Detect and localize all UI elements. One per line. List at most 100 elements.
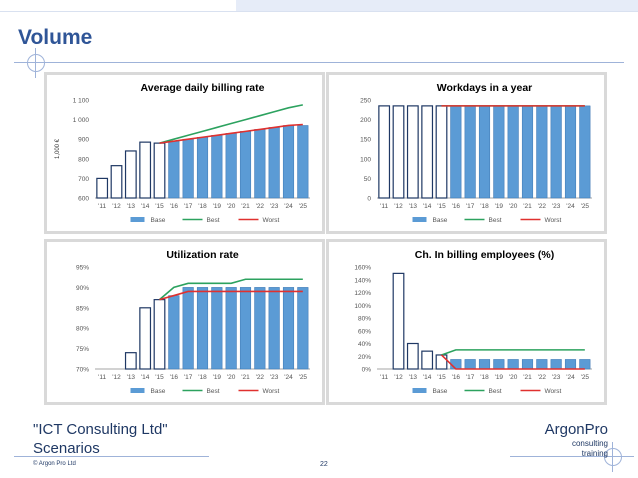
x-tick-label: '11: [98, 374, 106, 381]
x-tick-label: '24: [284, 374, 293, 381]
bar: [282, 287, 295, 370]
y-axis-label: 1,000 €: [55, 138, 61, 159]
bar: [110, 165, 123, 199]
bar: [536, 105, 548, 199]
line-best: [159, 104, 303, 144]
y-tick-label: 700: [78, 176, 89, 183]
bar: [168, 140, 180, 199]
x-tick-label: '18: [480, 203, 489, 210]
x-tick-label: '17: [466, 374, 475, 381]
bar: [521, 359, 534, 370]
x-tick-label: '13: [409, 203, 418, 210]
bar: [507, 105, 519, 199]
y-tick-label: 80%: [76, 326, 89, 333]
bar: [478, 359, 491, 370]
bar: [507, 359, 519, 370]
top-band: [236, 0, 638, 11]
x-tick-label: '17: [184, 203, 193, 210]
copyright: © Argon Pro Ltd: [33, 461, 76, 467]
bar: [450, 359, 462, 370]
bar: [182, 138, 194, 199]
bar: [168, 295, 180, 370]
line-best: [441, 349, 585, 356]
x-tick-label: '12: [394, 374, 403, 381]
x-tick-label: '22: [538, 374, 547, 381]
brand-line-consulting: consulting: [571, 439, 608, 448]
bar: [124, 150, 137, 199]
bar: [450, 105, 462, 199]
y-tick-label: 150: [360, 137, 371, 144]
x-tick-label: '12: [112, 203, 121, 210]
legend-label-base: Base: [151, 217, 166, 224]
x-tick-label: '17: [466, 203, 475, 210]
y-tick-label: 800: [78, 156, 89, 163]
chart-title: Workdays in a year: [437, 82, 533, 94]
legend-swatch-base: [130, 388, 145, 393]
bar: [254, 287, 266, 370]
x-tick-label: '21: [523, 374, 532, 381]
x-tick-label: '22: [256, 203, 265, 210]
header-crosshair-circle: [27, 54, 45, 72]
legend-swatch-base: [412, 217, 427, 222]
bar: [550, 359, 562, 370]
legend-label-best: Best: [489, 217, 502, 224]
bar: [225, 133, 237, 199]
x-tick-label: '23: [552, 203, 561, 210]
billing-employees-chart: Ch. In billing employees (%) 0% 20% 40% 60% 8…: [329, 242, 604, 402]
bar: [211, 287, 223, 370]
x-tick-label: '25: [581, 374, 590, 381]
bar: [196, 287, 209, 370]
y-tick-label: 80%: [358, 316, 371, 323]
brand-name: ArgonPro: [544, 421, 608, 438]
x-tick-label: '13: [127, 374, 136, 381]
x-tick-label: '19: [495, 203, 504, 210]
x-tick-label: '21: [241, 374, 250, 381]
y-tick-label: 250: [360, 98, 371, 105]
footer-caption: "ICT Consulting Ltd" Scenarios: [33, 420, 168, 458]
bar: [464, 359, 476, 370]
bar: [493, 359, 505, 370]
x-tick-label: '20: [509, 203, 518, 210]
legend-label-best: Best: [489, 388, 502, 395]
bar: [182, 287, 194, 370]
bar: [493, 105, 505, 199]
footer-crosshair-circle: [604, 448, 622, 466]
bar: [196, 136, 209, 199]
workdays-chart: Workdays in a year 0 50 100 150 200 250 '11 '12 '…: [329, 75, 604, 231]
x-tick-label: '20: [227, 374, 236, 381]
x-tick-label: '12: [394, 203, 403, 210]
bar: [392, 272, 405, 370]
top-divider: [0, 11, 638, 12]
x-tick-label: '18: [198, 374, 207, 381]
page-title: Volume: [18, 26, 93, 49]
x-tick-label: '12: [112, 374, 121, 381]
bar: [564, 359, 577, 370]
legend-label-best: Best: [207, 388, 220, 395]
x-tick-label: '24: [566, 374, 575, 381]
y-tick-label: 900: [78, 137, 89, 144]
bar: [96, 177, 109, 199]
bar: [153, 142, 166, 199]
legend-label-base: Base: [151, 388, 166, 395]
y-tick-label: 0%: [362, 367, 372, 374]
y-tick-label: 90%: [76, 285, 89, 292]
x-tick-label: '22: [538, 203, 547, 210]
chart-panel-workdays: Workdays in a year 0 50 100 150 200 250 '11 '12 '…: [326, 72, 607, 234]
legend-label-worst: Worst: [545, 388, 562, 395]
bar: [225, 287, 237, 370]
bar: [406, 342, 419, 370]
x-tick-label: '21: [241, 203, 250, 210]
x-tick-label: '15: [437, 203, 446, 210]
line-worst: [159, 290, 303, 301]
x-tick-label: '23: [270, 374, 279, 381]
x-tick-label: '16: [452, 374, 461, 381]
bar: [139, 141, 152, 199]
bar: [297, 125, 309, 199]
x-tick-label: '19: [213, 374, 222, 381]
y-tick-label: 1 000: [73, 117, 90, 124]
bar: [153, 299, 166, 370]
x-tick-label: '22: [256, 374, 265, 381]
bar: [124, 352, 137, 370]
line-worst: [159, 123, 303, 144]
bar: [421, 350, 434, 370]
